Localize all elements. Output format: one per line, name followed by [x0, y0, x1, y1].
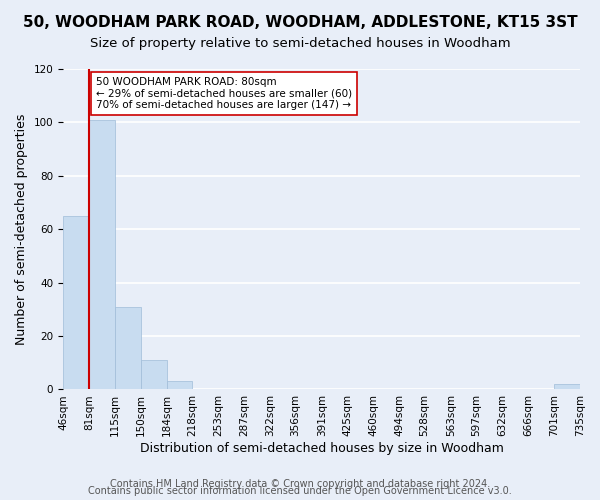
X-axis label: Distribution of semi-detached houses by size in Woodham: Distribution of semi-detached houses by …	[140, 442, 503, 455]
Text: 50 WOODHAM PARK ROAD: 80sqm
← 29% of semi-detached houses are smaller (60)
70% o: 50 WOODHAM PARK ROAD: 80sqm ← 29% of sem…	[96, 77, 352, 110]
Bar	[89, 120, 115, 390]
Text: Size of property relative to semi-detached houses in Woodham: Size of property relative to semi-detach…	[89, 38, 511, 51]
Bar	[63, 216, 89, 390]
Text: Contains HM Land Registry data © Crown copyright and database right 2024.: Contains HM Land Registry data © Crown c…	[110, 479, 490, 489]
Text: 50, WOODHAM PARK ROAD, WOODHAM, ADDLESTONE, KT15 3ST: 50, WOODHAM PARK ROAD, WOODHAM, ADDLESTO…	[23, 15, 577, 30]
Text: Contains public sector information licensed under the Open Government Licence v3: Contains public sector information licen…	[88, 486, 512, 496]
Bar	[115, 306, 141, 390]
Bar	[141, 360, 167, 390]
Y-axis label: Number of semi-detached properties: Number of semi-detached properties	[15, 114, 28, 345]
Bar	[167, 382, 192, 390]
Bar	[554, 384, 580, 390]
